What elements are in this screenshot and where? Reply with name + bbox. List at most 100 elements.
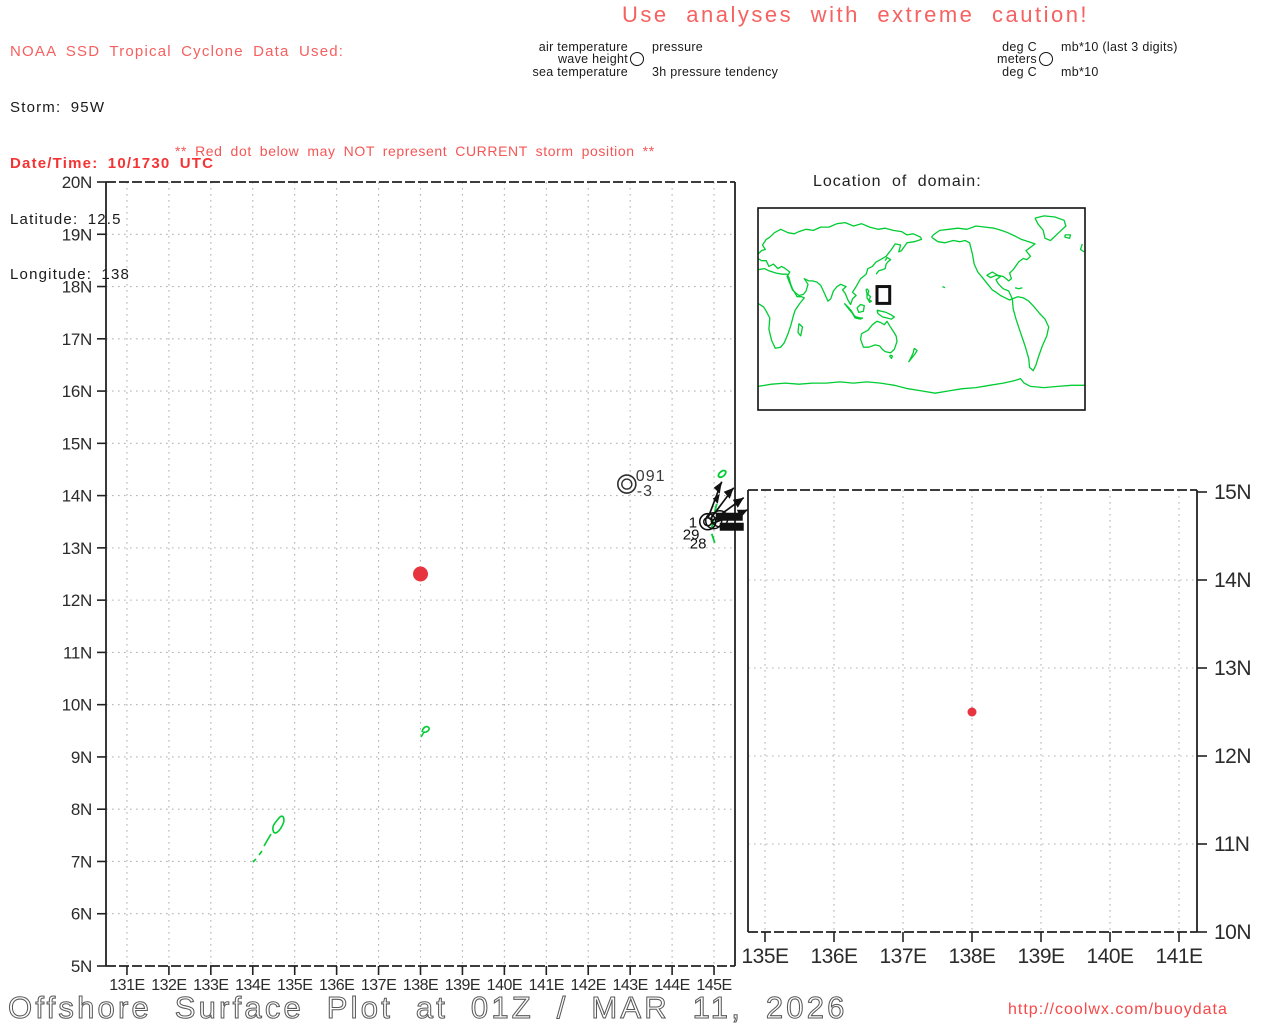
- station-report: 091-3: [617, 468, 666, 500]
- coastline: [859, 320, 898, 354]
- wind-flag: [713, 481, 722, 494]
- y-tick-label: 11N: [63, 643, 92, 662]
- domain-zoom-map-svg: 15N 14N 13N 12N 11N 10N 135E 136E 137E 138E 139E 14…: [741, 481, 1251, 968]
- coastline: [843, 302, 864, 320]
- y-tick-label: 7N: [71, 852, 92, 871]
- island-guam: [710, 469, 727, 544]
- units-legend: deg C mb*10 (last 3 digits) meters deg C…: [985, 41, 1178, 78]
- storm-datetime: Date/Time: 10/1730 UTC: [10, 154, 215, 172]
- y-tick-label: 16N: [62, 382, 92, 401]
- coastline: [757, 221, 923, 306]
- domain-box: [875, 285, 892, 305]
- caution-title: Use analyses with extreme caution!: [622, 2, 1090, 27]
- x-tick-label: 143E: [612, 977, 647, 994]
- station-circle-icon: [1037, 52, 1055, 67]
- coastline: [889, 354, 894, 360]
- wind-flag: [712, 493, 720, 504]
- station-pressure: 091: [636, 468, 666, 485]
- coastline: [856, 303, 865, 314]
- world-map-frame: [757, 207, 1086, 411]
- overlapping-station-text: [715, 512, 743, 521]
- x-tick-label: 136E: [810, 945, 858, 968]
- wind-flag: [723, 487, 734, 499]
- world-inset-title: Location of domain:: [813, 173, 982, 190]
- x-tick-label: 141E: [529, 977, 564, 994]
- unit-mb10-last3: mb*10 (last 3 digits): [1061, 40, 1178, 54]
- coastline: [908, 347, 918, 363]
- legend-air-temperature: air temperature: [538, 40, 628, 54]
- station-circle: [704, 511, 723, 530]
- x-tick-label: 132E: [151, 977, 186, 994]
- overlapping-station-text: [719, 522, 744, 531]
- station-value: 1: [689, 515, 697, 532]
- x-tick-label: 140E: [487, 977, 522, 994]
- wind-flag: [732, 497, 744, 508]
- island-yap: [420, 725, 430, 738]
- coastline: [1064, 234, 1072, 239]
- x-tick-label: 134E: [235, 977, 270, 994]
- station-legend: air temperature pressure wave height sea…: [512, 41, 778, 78]
- coastline: [1079, 243, 1085, 253]
- x-tick-label: 135E: [741, 945, 789, 968]
- x-tick-label: 138E: [948, 945, 996, 968]
- coastline: [1011, 296, 1050, 372]
- coastline: [865, 288, 873, 303]
- y-tick-label: 8N: [71, 800, 92, 819]
- y-tick-label: 17N: [62, 330, 92, 349]
- x-tick-label: 145E: [696, 977, 731, 994]
- station-tendency: -3: [637, 483, 653, 500]
- station-circle: [698, 512, 717, 531]
- world-map-svg: [757, 207, 1086, 411]
- x-tick-label: 140E: [1086, 945, 1134, 968]
- storm-dot: [413, 566, 428, 582]
- y-tick-label: 20N: [62, 173, 92, 192]
- y-tick-label: 9N: [71, 748, 92, 767]
- coastline: [797, 323, 804, 337]
- coastline: [1014, 287, 1023, 290]
- y-tick-label: 10N: [1214, 921, 1251, 944]
- y-tick-label: 10N: [62, 696, 92, 715]
- y-tick-label: 14N: [62, 487, 92, 506]
- station-circle: [621, 478, 633, 490]
- storm-dot: [967, 707, 977, 717]
- station-value: 28: [690, 536, 707, 553]
- header-block: NOAA SSD Tropical Cyclone Data Used: Sto…: [10, 6, 344, 304]
- legend-pressure: pressure: [652, 40, 704, 54]
- x-tick-label: 137E: [361, 977, 396, 994]
- coastline: [875, 256, 892, 275]
- y-tick-label: 13N: [62, 539, 92, 558]
- x-tick-label: 138E: [403, 977, 438, 994]
- x-tick-label: 137E: [879, 945, 927, 968]
- station-circle: [617, 474, 637, 494]
- legend-pressure-tendency: 3h pressure tendency: [652, 64, 779, 79]
- unit-mb10: mb*10: [1061, 64, 1099, 79]
- source-url: http://coolwx.com/buoydata: [1008, 1001, 1228, 1018]
- x-tick-label: 141E: [1155, 945, 1203, 968]
- storm-latitude: Latitude: 12.5: [10, 210, 122, 228]
- y-tick-label: 12N: [62, 591, 92, 610]
- x-tick-label: 142E: [571, 977, 606, 994]
- y-tick-label: 18N: [62, 278, 92, 297]
- x-tick-label: 139E: [445, 977, 480, 994]
- y-tick-label: 15N: [62, 434, 92, 453]
- unit-meters: meters: [996, 52, 1037, 67]
- unit-deg-c-bottom: deg C: [1002, 64, 1037, 79]
- coastline: [930, 225, 1036, 301]
- island-palau: [252, 815, 285, 863]
- coastline: [876, 309, 895, 320]
- legend-sea-temperature: sea temperature: [532, 64, 628, 79]
- header-title: NOAA SSD Tropical Cyclone Data Used:: [10, 43, 345, 61]
- x-tick-label: 131E: [109, 977, 144, 994]
- y-tick-label: 11N: [1214, 833, 1249, 856]
- main-map-svg: 20N19N18N17N16N15N14N13N12N11N10N9N8N7N6…: [62, 173, 749, 994]
- x-tick-label: 144E: [654, 977, 689, 994]
- x-tick-label: 135E: [277, 977, 312, 994]
- coastline: [1034, 215, 1067, 242]
- plot-title: Offshore Surface Plot at 01Z / MAR 11, 2…: [7, 989, 848, 1025]
- y-tick-label: 15N: [1214, 481, 1251, 504]
- unit-deg-c-top: deg C: [1002, 40, 1037, 54]
- coastline: [942, 285, 946, 289]
- storm-position-warning: ** Red dot below may NOT represent CURRE…: [175, 143, 655, 159]
- x-tick-label: 139E: [1017, 945, 1065, 968]
